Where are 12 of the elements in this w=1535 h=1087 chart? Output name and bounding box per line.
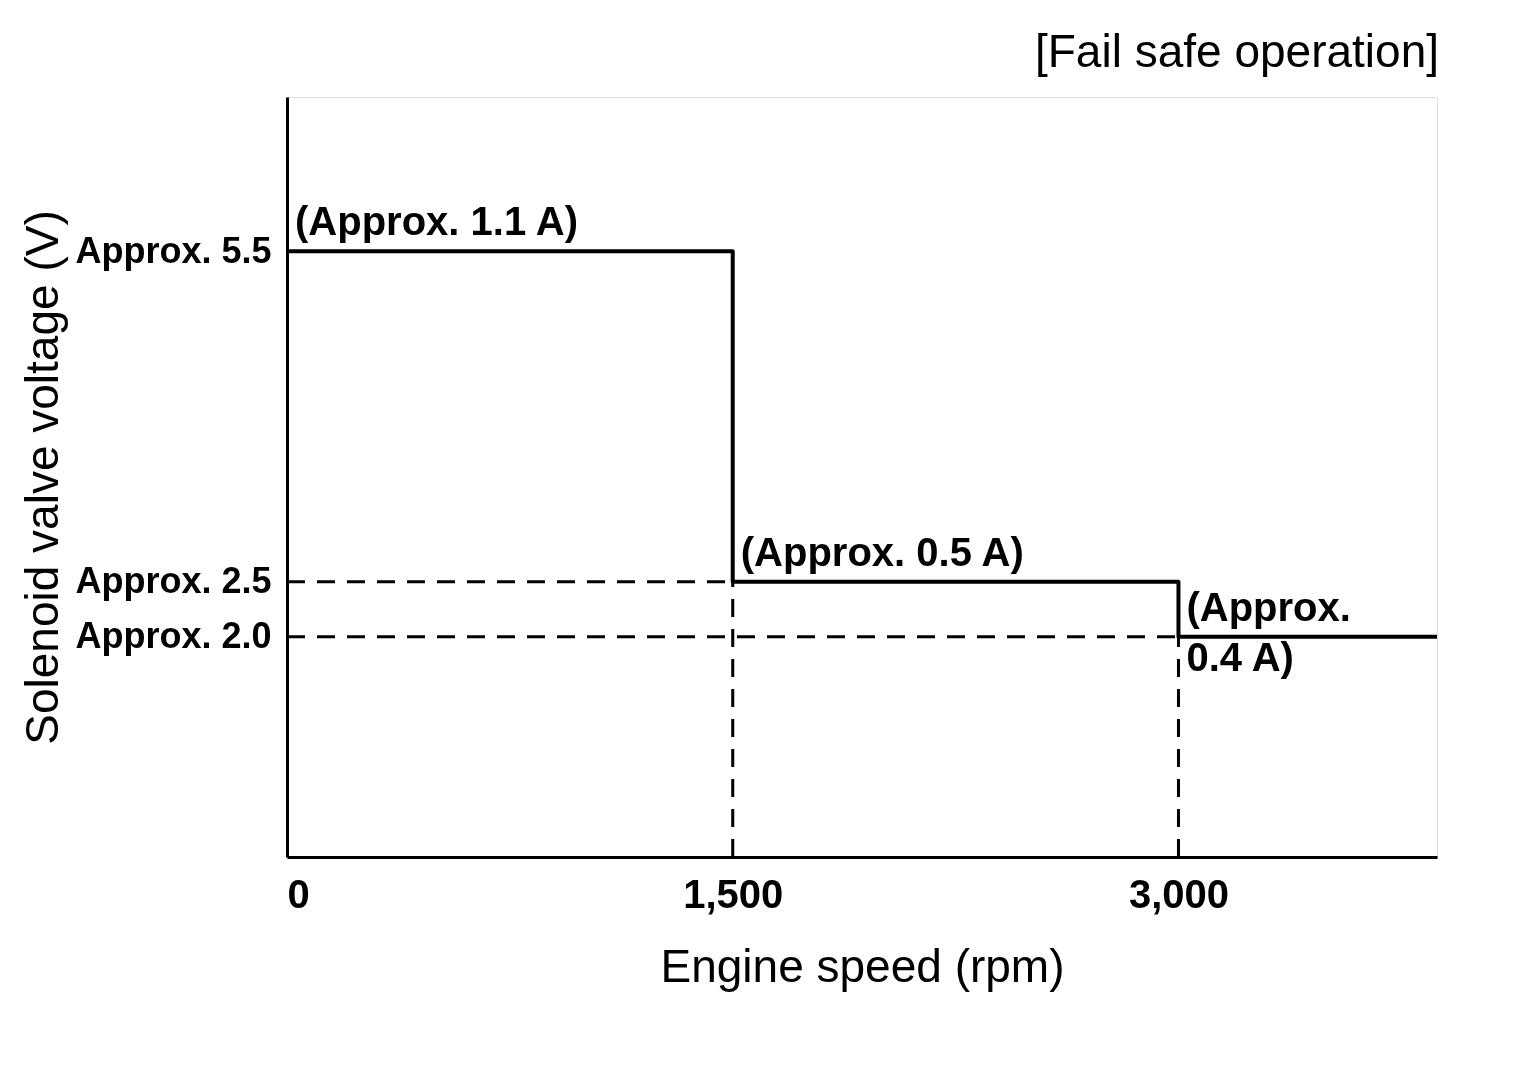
annotation: (Approx. 0.5 A): [740, 529, 1024, 574]
x-tick-label: 1,500: [683, 871, 784, 916]
x-axis-title: Engine speed (rpm): [660, 939, 1065, 992]
annotation: (Approx. 0.4 A): [1186, 584, 1351, 679]
x-tick-label: 0: [287, 871, 310, 916]
y-tick-label: Approx. 2.5: [75, 560, 272, 602]
y-axis-title: Solenoid valve voltage (V): [15, 210, 68, 745]
chart-title: [Fail safe operation]: [1034, 25, 1439, 77]
x-tick-label: 3,000: [1128, 871, 1230, 916]
annotation: (Approx. 1.1 A): [295, 199, 578, 244]
y-tick-label: Approx. 2.0: [75, 615, 272, 657]
y-tick-label: Approx. 5.5: [75, 229, 272, 271]
